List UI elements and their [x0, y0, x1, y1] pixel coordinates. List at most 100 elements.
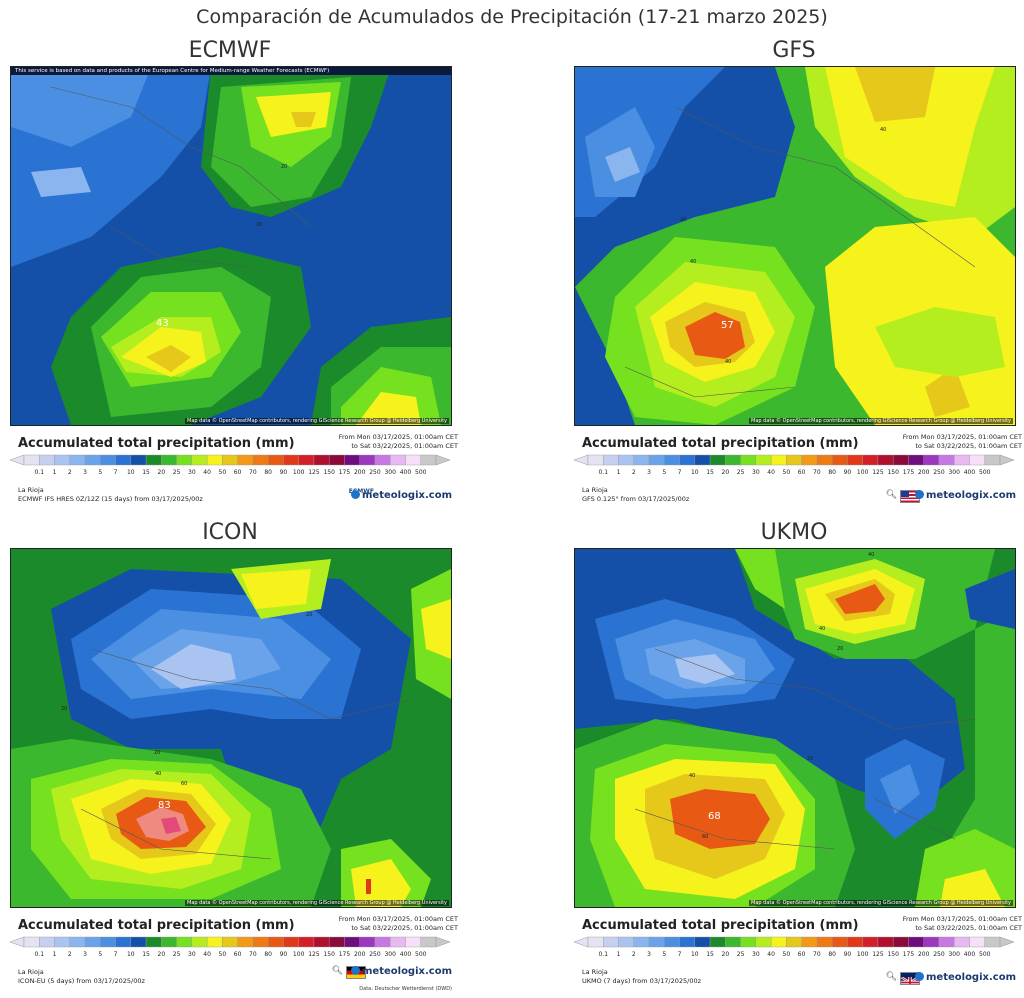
contour-label: 20	[680, 217, 687, 223]
scale-tick-label: 200	[917, 469, 930, 476]
precipitation-map[interactable]: This service is based on data and produc…	[10, 66, 452, 426]
scale-tick-label: 60	[797, 469, 806, 476]
scale-tick-label: 150	[887, 469, 899, 476]
contour-label: 40	[880, 127, 887, 133]
contour-label: 40	[819, 626, 826, 632]
brand-logo[interactable]: meteologix.com	[351, 966, 452, 977]
location: La Rioja	[582, 486, 608, 494]
scale-swatch	[954, 454, 970, 466]
scale-swatch	[786, 936, 802, 948]
scale-swatch	[39, 454, 55, 466]
scale-swatch	[328, 454, 345, 466]
scale-tick-label: 70	[813, 469, 821, 476]
scale-tick-label: 0.1	[34, 469, 45, 476]
scale-swatch	[664, 454, 680, 466]
model-source: UKMO (7 days) from 03/17/2025/00z	[582, 977, 702, 985]
precipitation-map[interactable]: 83 20 20 20 40 60 Map data © OpenStreetM…	[10, 548, 452, 908]
date-from: From Mon 03/17/2025, 01:00am CET	[338, 915, 458, 923]
scale-tick-label: 20	[157, 469, 166, 476]
scale-tick-label: 150	[887, 951, 899, 958]
scale-swatch	[877, 936, 894, 948]
brand-logo[interactable]: meteologix.com	[351, 490, 452, 501]
scale-tick-label: 80	[828, 469, 836, 476]
scale-swatch	[420, 454, 437, 466]
date-to: to Sat 03/22/2025, 01:00am CET	[351, 442, 458, 450]
scale-tick-label: 200	[353, 951, 366, 958]
scale-tick-label: 250	[933, 469, 945, 476]
scale-swatch	[633, 454, 650, 466]
scale-swatch	[115, 454, 132, 466]
zoom-icon[interactable]: 🔍︎	[885, 972, 897, 982]
precipitation-map[interactable]: 68 40 40 20 20 40 60 Map data © OpenStre…	[574, 548, 1016, 908]
map-attribution: Map data © OpenStreetMap contributors, r…	[185, 900, 449, 906]
scale-arrow-right	[999, 454, 1014, 466]
contour-label: 20	[61, 706, 68, 712]
model-title: ICON	[202, 520, 258, 545]
scale-tick-label: 2	[67, 469, 72, 476]
scale-tick-label: 2	[631, 951, 636, 958]
scale-tick-label: 25	[172, 951, 181, 958]
max-value-label: 83	[158, 800, 171, 811]
scale-swatch	[374, 936, 391, 948]
contour-label: 40	[868, 552, 875, 558]
brand-logo[interactable]: meteologix.com	[915, 972, 1016, 983]
scale-swatch	[786, 454, 802, 466]
scale-tick-label: 80	[828, 951, 836, 958]
scale-swatch	[100, 936, 116, 948]
map-attribution: Map data © OpenStreetMap contributors, r…	[185, 418, 449, 424]
scale-swatch	[709, 936, 726, 948]
precipitation-map[interactable]: 57 40 20 40 40 Map data © OpenStreetMap …	[574, 66, 1016, 426]
scale-swatch	[191, 454, 208, 466]
scale-swatch	[725, 936, 741, 948]
scale-swatch	[283, 454, 299, 466]
scale-swatch	[679, 454, 696, 466]
color-scale	[10, 454, 450, 466]
scale-tick-label: 3	[83, 951, 87, 958]
scale-tick-label: 70	[249, 469, 257, 476]
scale-tick-label: 60	[233, 951, 242, 958]
scale-swatch	[633, 936, 650, 948]
scale-swatch	[145, 936, 162, 948]
scale-tick-label: 25	[736, 469, 745, 476]
scale-tick-label: 125	[872, 951, 884, 958]
scale-swatch	[755, 454, 772, 466]
scale-tick-label: 15	[142, 469, 150, 476]
scale-tick-label: 50	[218, 469, 227, 476]
scale-tick-label: 25	[172, 469, 181, 476]
ecmwf-notice: This service is based on data and produc…	[11, 67, 451, 75]
scale-swatch	[725, 454, 741, 466]
model-source: ECMWF IFS HRES 0Z/12Z (15 days) from 03/…	[18, 495, 203, 503]
date-to: to Sat 03/22/2025, 01:00am CET	[351, 924, 458, 932]
scale-tick-label: 70	[813, 951, 821, 958]
scale-swatch	[664, 936, 680, 948]
scale-tick-label: 250	[933, 951, 945, 958]
scale-swatch	[969, 936, 985, 948]
scale-tick-label: 25	[736, 951, 745, 958]
scale-swatch	[603, 936, 619, 948]
scale-swatch	[267, 936, 284, 948]
scale-tick-label: 2	[67, 951, 72, 958]
scale-swatch	[283, 936, 299, 948]
zoom-icon[interactable]: 🔍︎	[885, 490, 897, 500]
scale-swatch	[405, 454, 421, 466]
scale-tick-label: 7	[113, 469, 118, 476]
scale-tick-label: 30	[188, 469, 196, 476]
scale-arrow-left	[574, 454, 589, 466]
date-to: to Sat 03/22/2025, 01:00am CET	[915, 442, 1022, 450]
scale-tick-label: 30	[188, 951, 196, 958]
brand-logo[interactable]: meteologix.com	[915, 490, 1016, 501]
model-title: GFS	[772, 38, 816, 63]
scale-swatch	[877, 454, 894, 466]
zoom-icon[interactable]: 🔍︎	[331, 966, 343, 976]
scale-swatch	[420, 936, 437, 948]
scale-swatch	[847, 936, 863, 948]
scale-swatch	[816, 936, 833, 948]
scale-tick-label: 50	[782, 469, 791, 476]
scale-tick-label: 20	[157, 951, 166, 958]
model-title: ECMWF	[188, 38, 272, 63]
scale-tick-label: 10	[690, 951, 699, 958]
scale-tick-label: 125	[872, 469, 884, 476]
scale-swatch	[145, 454, 162, 466]
scale-tick-label: 500	[979, 469, 991, 476]
scale-tick-label: 500	[415, 951, 427, 958]
